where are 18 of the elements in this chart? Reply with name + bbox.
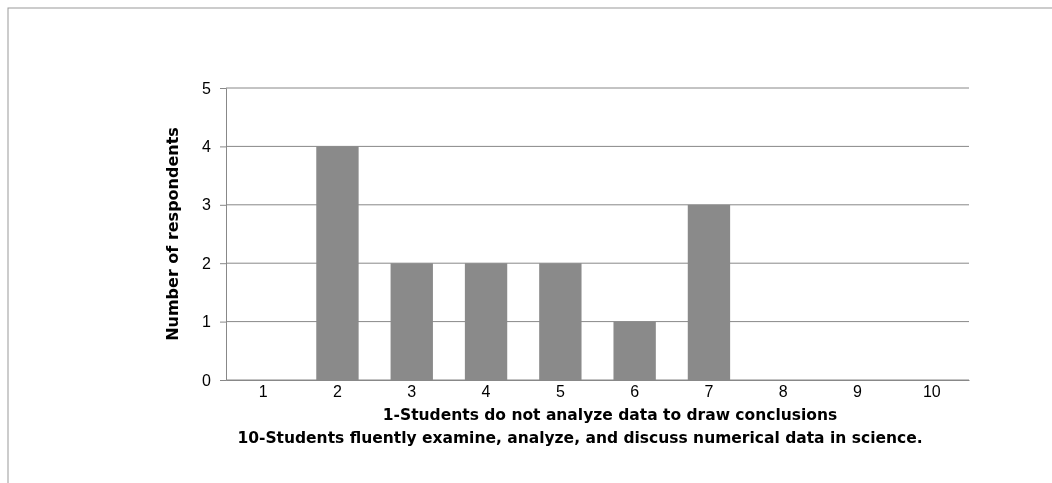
x-tick-label: 7 (704, 383, 714, 400)
y-axis-title: Number of respondents (163, 127, 182, 341)
x-tick-label: 9 (853, 383, 863, 400)
x-axis-title: 1-Students do not analyze data to draw conclusions 10-Students fluently examine, analyze, and discuss numerical data in science. (237, 406, 923, 447)
x-tick-label: 4 (481, 383, 491, 400)
x-tick-label: 10 (922, 383, 941, 400)
y-tick-label: 3 (202, 196, 212, 214)
y-tick-label: 2 (202, 254, 212, 272)
y-tick-label: 0 (202, 371, 212, 389)
y-tick-label: 4 (202, 138, 212, 156)
x-tick-label: 2 (333, 383, 342, 400)
y-tick-label: 1 (202, 313, 212, 331)
y-tick-label: 5 (202, 79, 212, 97)
x-tick-label: 1 (258, 383, 268, 400)
x-tick-label: 8 (778, 383, 788, 400)
x-tick-label: 6 (630, 383, 640, 400)
x-tick-label: 5 (555, 383, 565, 400)
x-tick-label: 3 (407, 383, 417, 400)
